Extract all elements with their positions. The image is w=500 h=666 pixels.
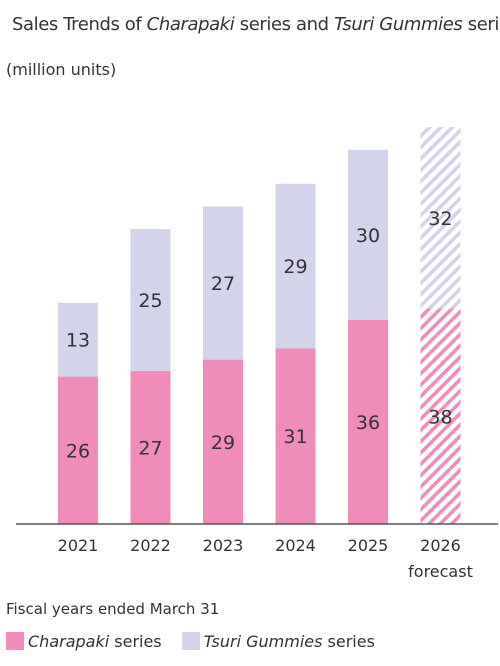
title-tsuri-gummies: Tsuri Gummies [333,14,463,35]
bar-charapaki-2021 [58,376,98,524]
value-label-charapaki-2026: 38 [428,406,452,428]
legend-label-charapaki: Charapaki [28,631,110,651]
legend-swatch-tsuri-gummies [181,632,200,650]
chart-title: Sales Trends of Charapaki series and Tsu… [12,14,500,35]
title-charapaki: Charapaki [146,14,235,35]
value-label-tsuri-gummies-2025: 30 [356,225,380,247]
footnote: Fiscal years ended March 31 [6,600,220,618]
bar-charapaki-2025 [348,319,388,524]
stacked-bar-chart: 26 13 2021 27 25 2022 29 27 2023 31 29 2024 36 30 2025… [16,127,498,581]
x-tick-label-2026: 2026 [420,536,461,555]
x-tick-sublabel-2026: forecast [408,562,473,581]
value-label-tsuri-gummies-2021: 13 [66,330,90,352]
legend-swatch-charapaki [6,632,24,650]
bar-tsuri-gummies-2023 [203,206,243,360]
x-tick-label-2021: 2021 [58,536,99,555]
title-text-1: Sales Trends of [12,14,147,35]
legend-item-tsuri-gummies: Tsuri Gummies series [181,631,375,651]
x-tick-label-2025: 2025 [348,536,389,555]
value-label-charapaki-2021: 26 [66,440,90,462]
bar-charapaki-2026 [420,308,461,524]
bar-tsuri-gummies-2021 [58,302,98,377]
value-label-charapaki-2023: 29 [211,432,235,454]
legend-item-charapaki: Charapaki series [6,632,162,651]
legend: Charapaki series Tsuri Gummies series [6,630,395,652]
title-text-3: series [467,14,500,35]
bar-tsuri-gummies-2026 [420,127,461,309]
bar-tsuri-gummies-2025 [348,149,388,320]
value-label-tsuri-gummies-2022: 25 [138,290,162,312]
bar-charapaki-2024 [275,348,316,524]
unit-label: (million units) [6,60,117,79]
legend-suffix-tsuri-gummies: series [322,631,375,651]
title-text-2: series and [234,14,334,35]
value-label-tsuri-gummies-2024: 29 [283,256,307,278]
value-label-tsuri-gummies-2023: 27 [211,273,235,295]
x-tick-label-2022: 2022 [130,536,171,555]
x-tick-label-2024: 2024 [275,536,316,555]
value-label-charapaki-2024: 31 [283,426,307,448]
legend-label-tsuri-gummies: Tsuri Gummies [203,631,323,651]
x-tick-label-2023: 2023 [203,536,244,555]
legend-suffix-charapaki: series [109,631,162,651]
value-label-tsuri-gummies-2026: 32 [428,208,452,230]
bar-tsuri-gummies-2024 [275,183,316,349]
bar-charapaki-2023 [203,359,243,524]
value-label-charapaki-2025: 36 [356,412,380,434]
value-label-charapaki-2022: 27 [138,437,162,459]
bar-charapaki-2022 [130,370,171,524]
bar-tsuri-gummies-2022 [130,229,171,371]
